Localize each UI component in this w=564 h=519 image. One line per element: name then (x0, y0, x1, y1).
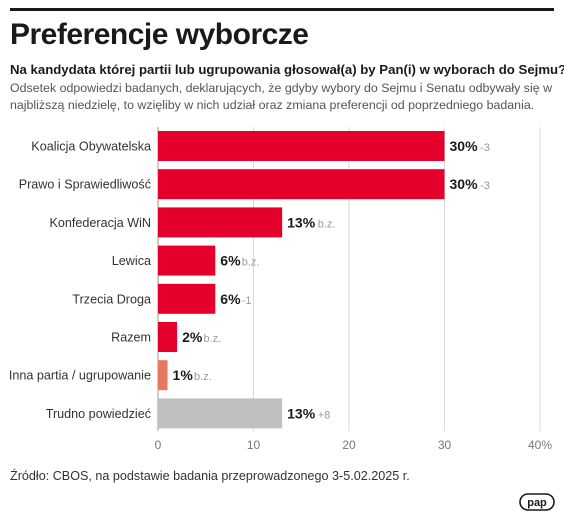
category-label: Razem (111, 331, 151, 345)
top-rule (10, 8, 554, 11)
x-tick-label: 10 (247, 438, 261, 452)
value-label: 30% (450, 176, 479, 192)
x-tick-label: 40% (528, 438, 552, 452)
bar (158, 207, 283, 238)
bar (158, 398, 283, 429)
bar (158, 245, 216, 276)
category-label: Koalicja Obywatelska (31, 140, 151, 154)
bar (158, 283, 216, 314)
value-label: 30% (450, 138, 479, 154)
change-label: -3 (480, 142, 490, 154)
x-tick-label: 30 (438, 438, 452, 452)
x-tick-label: 0 (155, 438, 162, 452)
value-label: 6% (220, 253, 241, 269)
pap-logo: pap (519, 493, 555, 511)
change-label: b.z. (194, 371, 212, 383)
change-label: b.z. (204, 333, 222, 345)
bar (158, 169, 445, 200)
category-label: Trudno powiedzieć (46, 407, 151, 421)
change-label: b.z. (242, 257, 260, 269)
x-tick-label: 20 (342, 438, 356, 452)
chart-title: Preferencje wyborcze (10, 18, 309, 51)
category-label: Lewica (112, 254, 151, 268)
change-label: b.z. (318, 218, 336, 230)
value-label: 6% (220, 291, 241, 307)
change-label: +8 (318, 409, 331, 421)
value-label: 13% (287, 405, 316, 421)
source-note: Źródło: CBOS, na podstawie badania przep… (10, 469, 410, 483)
bar (158, 131, 445, 161)
value-label: 1% (173, 367, 194, 383)
chart-description: Odsetek odpowiedzi badanych, deklarujący… (10, 81, 553, 112)
category-label: Konfederacja WiN (50, 216, 152, 230)
change-label: -1 (242, 295, 252, 307)
change-label: -3 (480, 180, 490, 192)
value-label: 13% (287, 214, 316, 230)
category-label: Prawo i Sprawiedliwość (19, 178, 151, 192)
bar (158, 322, 178, 352)
value-label: 2% (182, 329, 203, 345)
category-label: Inna partia / ugrupowanie (9, 369, 151, 383)
chart-question: Na kandydata której partii lub ugrupowan… (10, 62, 564, 77)
pap-logo-text: pap (527, 497, 547, 509)
category-label: Trzecia Droga (72, 292, 151, 306)
bar (158, 360, 168, 391)
